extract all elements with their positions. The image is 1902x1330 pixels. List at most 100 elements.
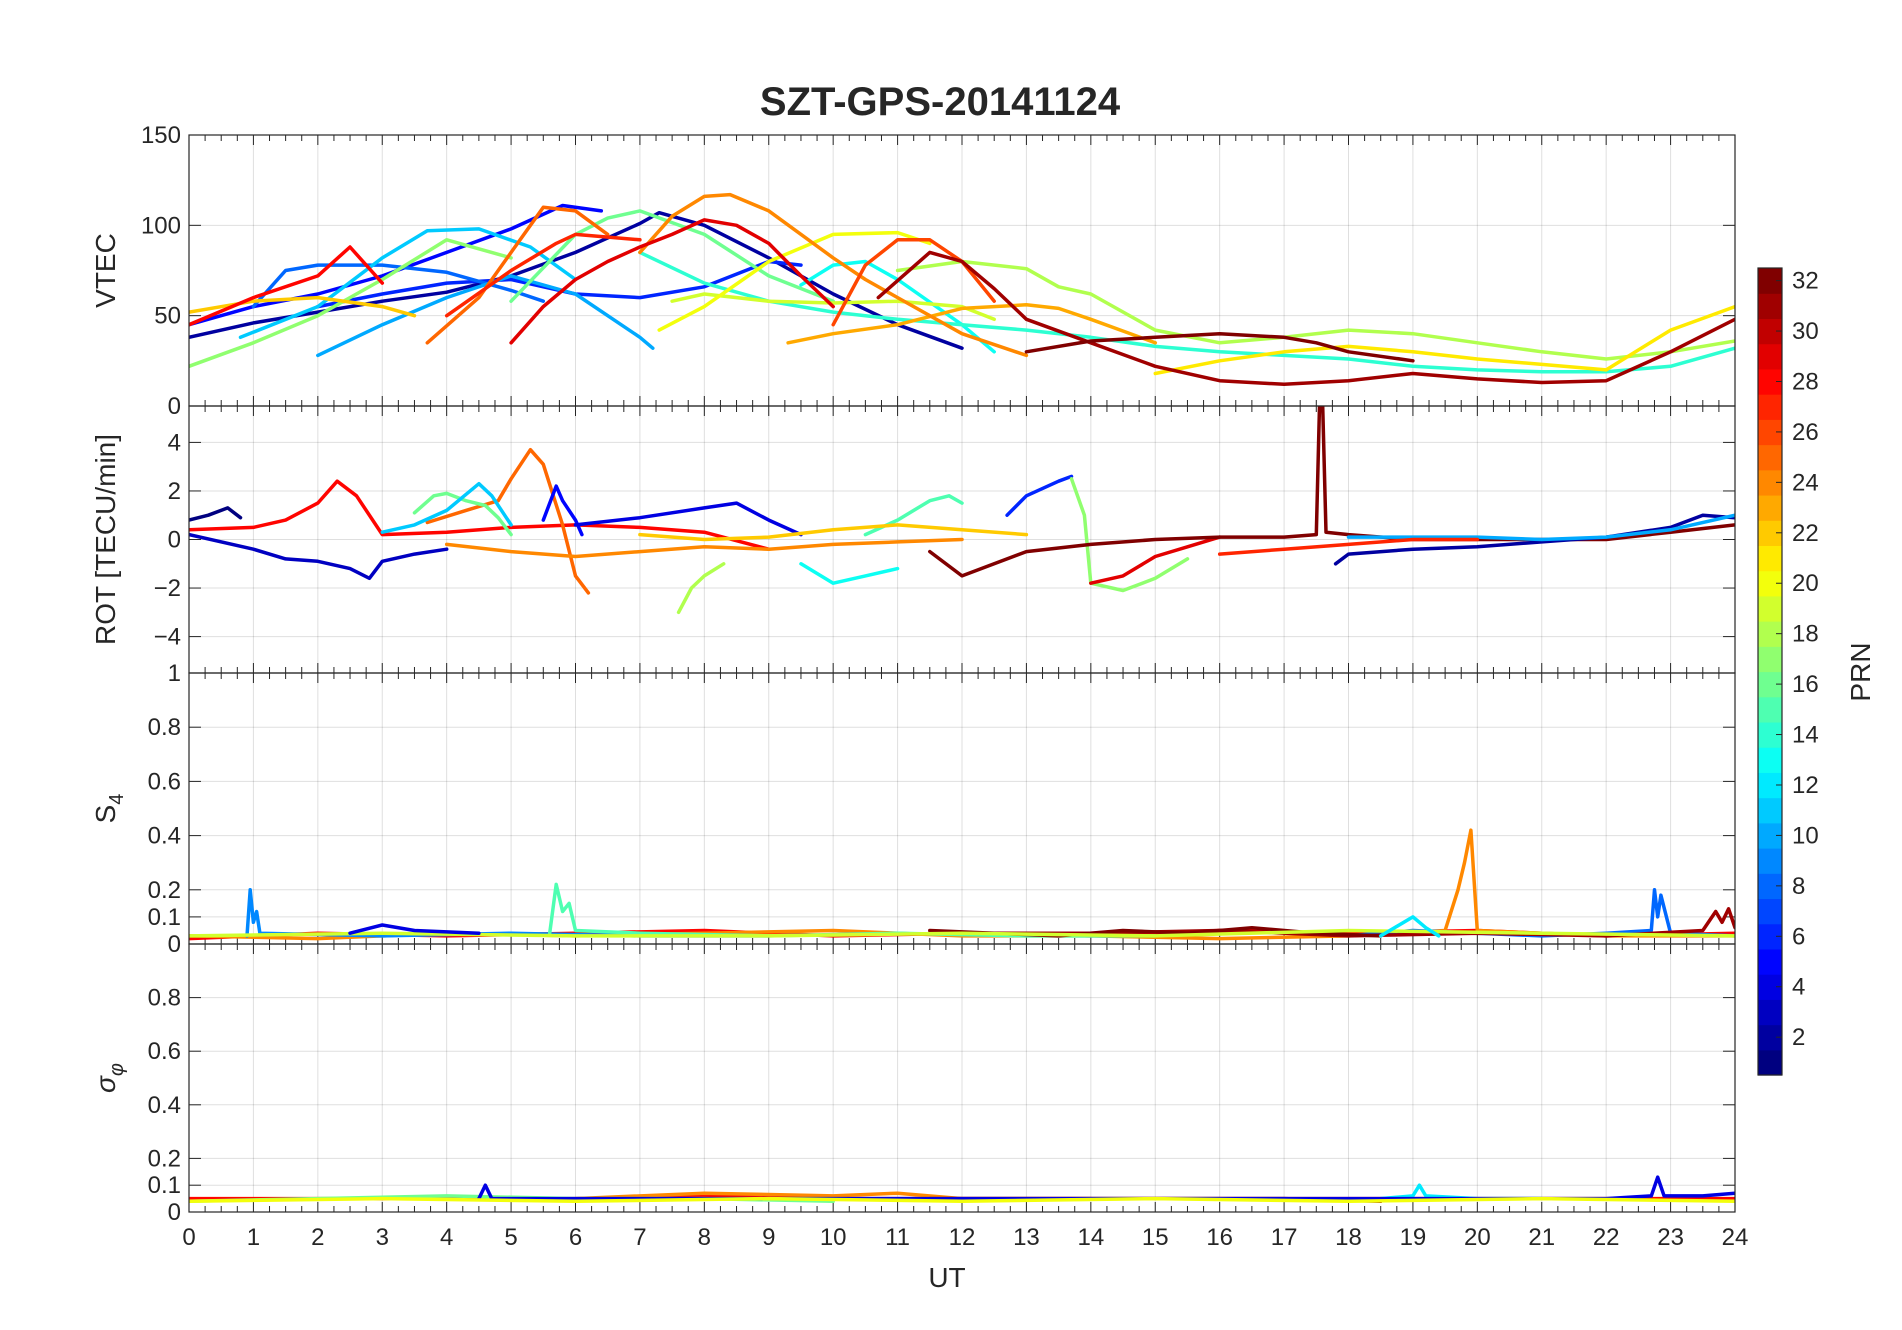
series-line-prn-22 <box>638 523 1029 542</box>
y-tick-label: −4 <box>154 624 181 651</box>
x-tick-label: 16 <box>1206 1224 1233 1251</box>
series-line-prn-1 <box>189 506 243 522</box>
series-line-prn-29 <box>509 218 835 345</box>
panel-vtec: 0 50 100 150 VTEC <box>90 122 1736 420</box>
colorbar-segment <box>1758 848 1782 874</box>
colorbar-tick-label: 26 <box>1792 419 1819 446</box>
x-tick-label: 11 <box>885 1224 910 1251</box>
x-tick-label: 19 <box>1400 1224 1427 1251</box>
series-line-prn-24 <box>444 537 964 559</box>
axes-frame <box>188 943 1736 1213</box>
y-tick-label: 0 <box>168 527 181 554</box>
y-tick-label: −2 <box>154 575 181 602</box>
colorbar-segment <box>1758 494 1782 521</box>
x-tick-label: 15 <box>1142 1224 1169 1251</box>
y-tick-label: 0.8 <box>148 985 181 1012</box>
colorbar-tick-label: 22 <box>1792 520 1819 547</box>
colorbar-segment <box>1758 898 1782 925</box>
y-tick-label: 50 <box>154 303 181 330</box>
panel-sigma_phi: 00.10.2 0.4 0.6 0.8 σφ <box>90 943 1736 1226</box>
x-tick-label: 6 <box>569 1224 582 1251</box>
y-axis-label: VTEC <box>90 233 121 308</box>
colorbar-segment <box>1758 797 1782 824</box>
y-tick-label: 0.8 <box>148 714 181 741</box>
series-line-prn-26 <box>831 238 996 327</box>
y-tick-label: 0.1 <box>148 904 181 931</box>
series-line-prn-19 <box>189 928 1735 938</box>
colorbar-tick-label: 2 <box>1792 1024 1805 1051</box>
colorbar-frame <box>1757 267 1783 1076</box>
series-line-prn-2 <box>1333 513 1735 566</box>
x-tick-label: 14 <box>1077 1224 1104 1251</box>
series-line-prn-12 <box>1378 1183 1544 1201</box>
series-line-prn-28 <box>189 479 771 551</box>
colorbar-tick-label: 4 <box>1792 974 1805 1001</box>
x-tick-label: 17 <box>1271 1224 1298 1251</box>
x-tick-label: 5 <box>504 1224 517 1251</box>
series-line-prn-18 <box>676 562 726 615</box>
y-tick-label: 0.6 <box>148 1038 181 1065</box>
x-tick-label: 10 <box>820 1224 847 1251</box>
colorbar-tick-label: 18 <box>1792 621 1819 648</box>
series-line-prn-14 <box>638 250 1735 374</box>
colorbar-segment <box>1758 948 1782 975</box>
y-tick-label: 0.6 <box>148 768 181 795</box>
series-line-prn-16 <box>412 491 513 537</box>
x-tick-label: 21 <box>1528 1224 1555 1251</box>
x-tick-label: 7 <box>633 1224 646 1251</box>
colorbar-tick-label: 8 <box>1792 873 1805 900</box>
series-line-prn-13 <box>799 562 900 585</box>
series-line-prn-25 <box>425 205 610 345</box>
series-line-prn-17 <box>189 238 513 369</box>
series-group <box>189 406 1735 615</box>
y-tick-label: 0 <box>168 1199 181 1226</box>
colorbar-tick-label: 16 <box>1792 671 1819 698</box>
colorbar-tick-label: 32 <box>1792 268 1819 295</box>
series-line-prn-3 <box>189 532 449 581</box>
series-line-prn-27 <box>1217 537 1480 556</box>
y-axis-label: S4 <box>90 794 128 824</box>
y-tick-label: 0.2 <box>148 1145 181 1172</box>
series-line-prn-20 <box>189 1196 1735 1204</box>
y-tick-label: 0.2 <box>148 877 181 904</box>
y-tick-label: 150 <box>141 122 181 149</box>
y-tick-label: 0.4 <box>148 1092 181 1119</box>
series-line-prn-32 <box>1024 331 1415 363</box>
colorbar-tick-label: 14 <box>1792 722 1819 749</box>
x-tick-label: 12 <box>949 1224 976 1251</box>
colorbar-segment <box>1758 646 1782 673</box>
x-tick-label: 20 <box>1464 1224 1491 1251</box>
series-line-prn-6 <box>1005 474 1074 517</box>
series-line-prn-10 <box>1346 513 1735 542</box>
series-line-prn-12 <box>1378 915 1441 938</box>
colorbar-segment <box>1758 394 1782 420</box>
series-line-prn-15 <box>547 882 1158 938</box>
series-line-prn-4 <box>477 1175 1735 1201</box>
colorbar-tick-label: 30 <box>1792 318 1819 345</box>
colorbar-segment <box>1758 747 1782 773</box>
x-tick-label: 18 <box>1335 1224 1362 1251</box>
series-line-prn-4 <box>348 923 481 935</box>
colorbar-segment <box>1758 999 1782 1026</box>
series-line-prn-31 <box>876 250 1735 387</box>
x-axis-label: UT <box>928 1262 965 1293</box>
chart-title: SZT-GPS-20141124 <box>760 80 1121 124</box>
x-tick-label: 0 <box>182 1224 195 1251</box>
colorbar-tick-label: 10 <box>1792 822 1819 849</box>
x-tick-label: 22 <box>1593 1224 1620 1251</box>
y-tick-label: 2 <box>168 478 181 505</box>
colorbar-segment <box>1758 545 1782 572</box>
x-tick-label: 24 <box>1722 1224 1749 1251</box>
y-tick-label: 100 <box>141 212 181 239</box>
x-tick-label: 8 <box>698 1224 711 1251</box>
y-tick-label: 1 <box>168 660 181 687</box>
x-tick-label: 13 <box>1013 1224 1040 1251</box>
series-line-prn-11 <box>238 227 578 340</box>
x-tick-label: 1 <box>247 1224 260 1251</box>
series-line-prn-24 <box>638 192 1029 358</box>
y-axis-label: σφ <box>90 1063 128 1093</box>
series-line-prn-23 <box>786 303 1158 345</box>
y-tick-label: 0 <box>168 393 181 420</box>
